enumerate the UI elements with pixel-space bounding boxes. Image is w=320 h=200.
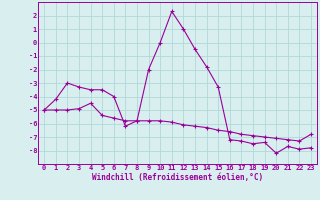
X-axis label: Windchill (Refroidissement éolien,°C): Windchill (Refroidissement éolien,°C) [92,173,263,182]
